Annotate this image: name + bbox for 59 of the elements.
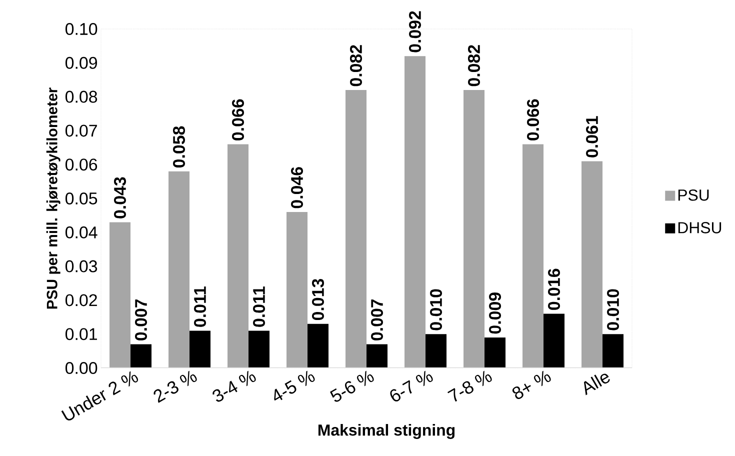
x-axis-title: Maksimal stigning [318,424,455,439]
bar [130,344,152,368]
bar [522,144,544,368]
data-label: 0.066 [527,99,540,140]
x-tick-label: 7-8 % [447,370,492,402]
bar [484,337,506,368]
y-tick-label: 0.01 [65,328,97,340]
data-label: 0.092 [409,11,422,52]
data-label: 0.011 [194,286,206,327]
data-label: 0.082 [468,45,480,86]
bar [110,222,130,368]
bar [308,324,329,368]
x-tick-label: 2-3 % [154,370,197,403]
x-tick-label: 8+ % [512,370,551,399]
data-label: 0.007 [371,299,384,340]
y-axis-title: PSU per mill. kjøretøykilometer [46,88,60,309]
y-tick-label: 0.08 [65,90,98,103]
y-tick-label: 0.10 [65,22,98,35]
x-tick-label: Alle [584,374,610,396]
legend-label: PSU [678,189,709,201]
legend-label: DHSU [678,222,722,234]
bar [286,212,308,368]
data-label: 0.009 [489,292,502,334]
data-label: 0.016 [548,268,560,310]
data-label: 0.043 [114,177,126,218]
data-label: 0.011 [253,286,266,327]
bar [404,56,426,368]
data-label: 0.046 [291,167,304,208]
data-label: 0.082 [350,45,362,86]
x-tick-label: 6-7 % [390,370,433,402]
bar [464,90,485,368]
y-tick-label: 0.03 [65,260,98,272]
bar [228,144,249,368]
y-tick-label: 0.00 [65,362,98,374]
y-tick-label: 0.09 [65,56,98,69]
data-label: 0.010 [430,289,442,330]
bar [168,171,190,368]
data-label: 0.066 [232,99,244,140]
data-label: 0.007 [135,299,148,340]
data-label: 0.061 [586,116,598,158]
bar [602,334,624,368]
data-label: 0.013 [312,278,324,320]
bar [582,161,603,368]
y-tick-label: 0.04 [65,226,98,238]
y-tick-label: 0.02 [65,294,97,306]
y-tick-label: 0.05 [65,192,98,204]
x-tick-label: 5-6 % [330,370,374,402]
bar [366,344,388,368]
bar [426,334,447,368]
data-label: 0.010 [607,289,620,330]
bar [190,330,210,368]
bar [346,90,367,368]
data-label: 0.058 [173,126,186,168]
x-tick-label: 3-4 % [212,370,256,402]
bar [248,330,270,368]
y-tick-label: 0.06 [65,158,98,171]
bar [544,314,565,368]
x-tick-label: 4-5 % [274,370,315,401]
y-tick-label: 0.07 [65,124,97,137]
